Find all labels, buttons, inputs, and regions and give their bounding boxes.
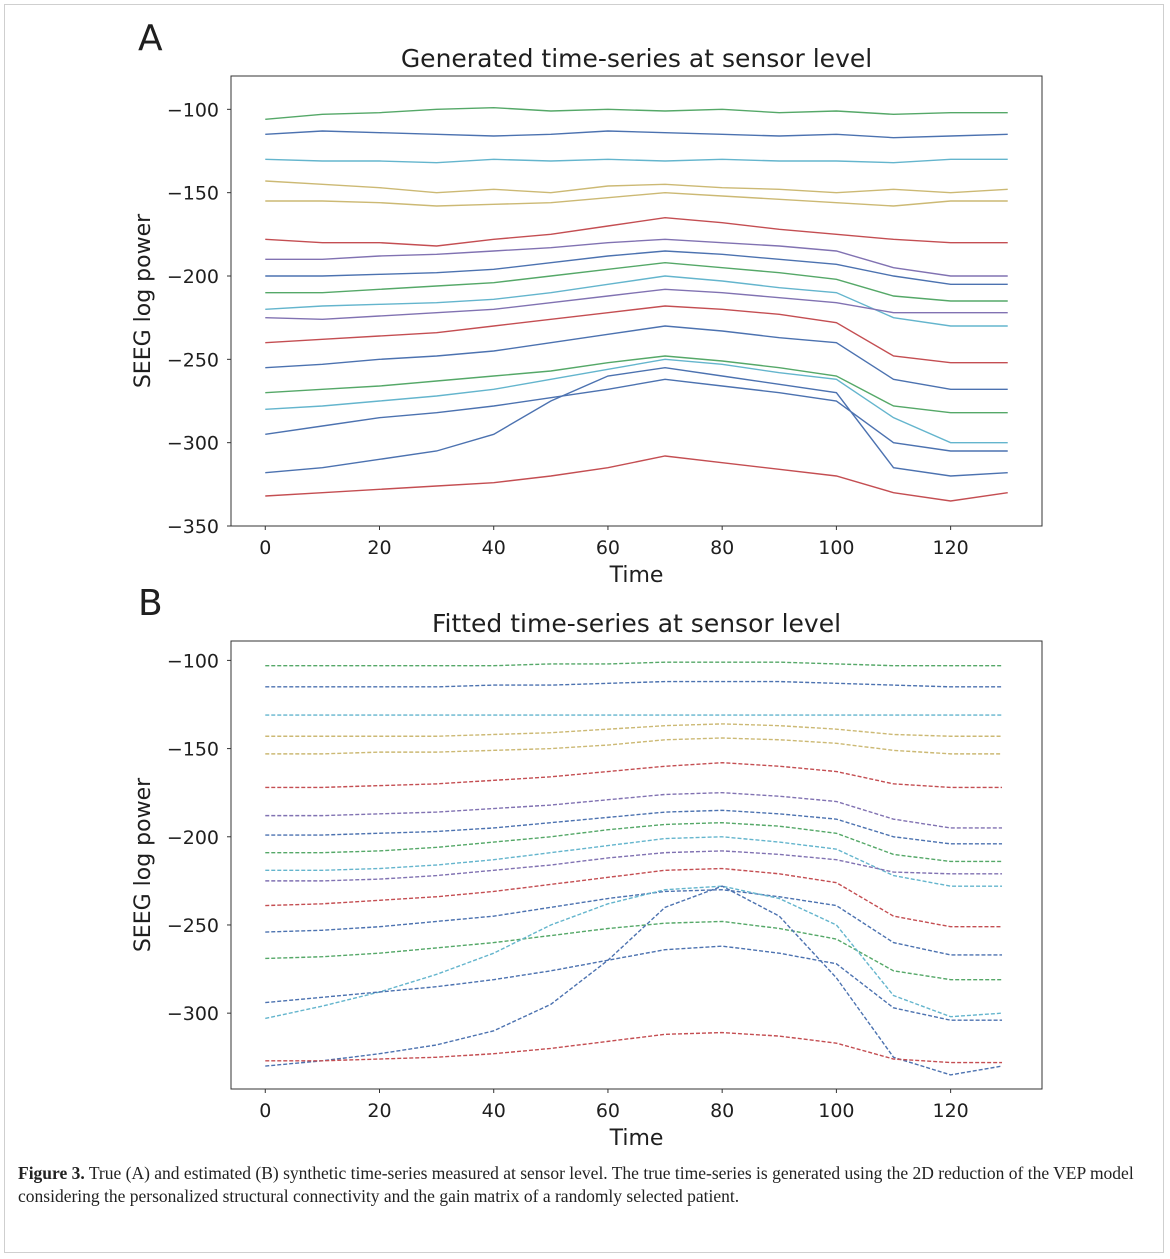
y-tick-label: −250 bbox=[167, 915, 219, 937]
series-line bbox=[265, 275, 1008, 327]
x-tick-label: 60 bbox=[596, 1100, 620, 1122]
y-axis-label: SEEG log power bbox=[131, 213, 156, 388]
series-line bbox=[265, 809, 1003, 845]
panel-label: B bbox=[138, 583, 163, 624]
series-line bbox=[265, 325, 1008, 391]
chart-title: Fitted time-series at sensor level bbox=[432, 609, 841, 638]
x-tick-label: 120 bbox=[932, 1100, 968, 1122]
x-tick-label: 40 bbox=[482, 537, 506, 559]
x-tick-label: 120 bbox=[932, 537, 968, 559]
x-tick-label: 100 bbox=[818, 1100, 854, 1122]
series-line bbox=[265, 821, 1003, 863]
x-tick-label: 40 bbox=[482, 1100, 506, 1122]
series-line bbox=[265, 885, 1003, 1076]
x-axis-label: Time bbox=[609, 1126, 664, 1150]
series-line bbox=[265, 305, 1008, 364]
y-axis-label: SEEG log power bbox=[131, 777, 156, 952]
figure-border bbox=[4, 4, 1164, 1253]
series-line bbox=[265, 920, 1003, 981]
series-line bbox=[265, 885, 1003, 1020]
series-line bbox=[265, 106, 1008, 121]
x-tick-label: 20 bbox=[367, 1100, 391, 1122]
y-tick-label: −200 bbox=[167, 827, 219, 849]
series-line bbox=[265, 945, 1003, 1021]
series-line bbox=[265, 158, 1008, 164]
figure: A Generated time-series at sensor level Ti… bbox=[131, 18, 1043, 1150]
series-line bbox=[265, 761, 1003, 789]
x-axis-label: Time bbox=[609, 563, 664, 588]
series-line bbox=[265, 867, 1003, 928]
x-tick-label: 100 bbox=[818, 537, 854, 559]
y-tick-label: −350 bbox=[167, 516, 219, 538]
series-line bbox=[265, 850, 1003, 882]
series-line bbox=[265, 191, 1008, 207]
series-line bbox=[265, 261, 1008, 302]
series-line bbox=[265, 366, 1008, 477]
y-tick-label: −150 bbox=[167, 739, 219, 761]
series-line bbox=[265, 358, 1008, 444]
y-tick-label: −300 bbox=[167, 433, 219, 455]
x-tick-label: 20 bbox=[367, 537, 391, 559]
chart-title: Generated time-series at sensor level bbox=[401, 44, 872, 73]
caption-label: Figure 3. bbox=[18, 1163, 85, 1183]
series-line bbox=[265, 661, 1003, 667]
series-line bbox=[265, 130, 1008, 139]
series-line bbox=[265, 680, 1003, 688]
y-tick-label: −300 bbox=[167, 1003, 219, 1025]
x-tick-label: 60 bbox=[596, 537, 620, 559]
series-line bbox=[265, 455, 1008, 502]
series-line bbox=[265, 836, 1003, 887]
x-tick-label: 0 bbox=[259, 1100, 271, 1122]
series-line bbox=[265, 791, 1003, 829]
series-line bbox=[265, 355, 1008, 414]
y-tick-label: −200 bbox=[167, 266, 219, 288]
y-tick-label: −150 bbox=[167, 183, 219, 205]
caption-text: True (A) and estimated (B) synthetic tim… bbox=[18, 1163, 1134, 1206]
y-tick-label: −100 bbox=[167, 99, 219, 121]
series-line bbox=[265, 888, 1003, 956]
y-tick-label: −250 bbox=[167, 349, 219, 371]
series-line bbox=[265, 250, 1008, 286]
series-line bbox=[265, 723, 1003, 737]
plot-frame bbox=[230, 75, 1043, 527]
series-line bbox=[265, 737, 1003, 755]
series-line bbox=[265, 238, 1008, 277]
series-line bbox=[265, 216, 1008, 247]
series-line bbox=[265, 288, 1008, 321]
x-tick-label: 0 bbox=[259, 537, 271, 559]
x-tick-label: 80 bbox=[710, 537, 734, 559]
series-line bbox=[265, 180, 1008, 194]
series-line bbox=[265, 1031, 1003, 1064]
x-tick-label: 80 bbox=[710, 1100, 734, 1122]
panel-label: A bbox=[138, 18, 163, 59]
series-line bbox=[265, 378, 1008, 452]
y-tick-label: −100 bbox=[167, 650, 219, 672]
plot-frame bbox=[230, 640, 1043, 1090]
caption: Figure 3. True (A) and estimated (B) syn… bbox=[18, 1162, 1153, 1208]
